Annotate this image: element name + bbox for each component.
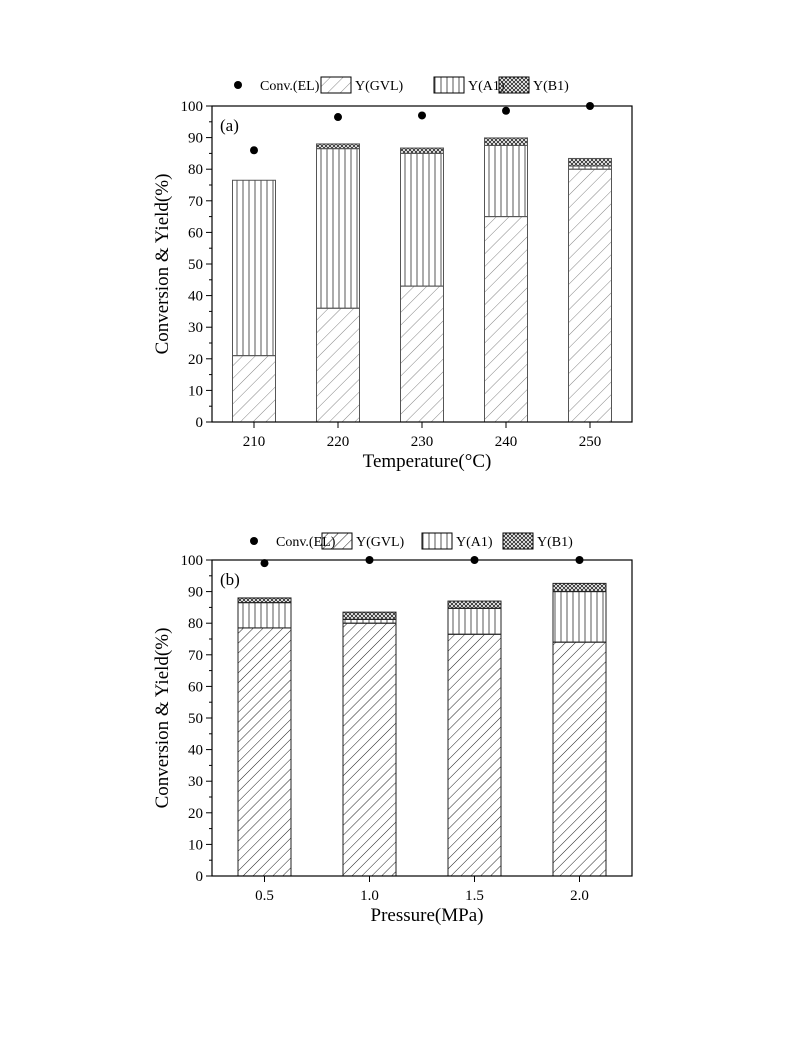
legend-label-y-gvl: Y(GVL) [355,79,404,94]
y-tick-label: 30 [188,774,203,790]
legend-label-conv-el: Conv.(EL) [276,535,336,550]
x-tick-label: 210 [243,434,266,450]
bar-y-gvl-1.5 [447,633,502,877]
legend-label-y-gvl: Y(GVL) [356,535,405,550]
bar-y-gvl-240 [484,216,528,423]
point-conv-el-220 [334,113,342,122]
bar-y-gvl-210 [232,355,276,423]
bar-y-b1-220 [316,143,360,150]
y-tick-label: 40 [188,289,203,305]
bar-y-b1-1.5 [447,600,502,609]
x-tick-label: 230 [411,434,434,450]
bar-y-b1-0.5 [237,597,292,604]
legend-swatch-y-b1 [502,532,534,550]
bar-y-b1-240 [484,137,528,146]
y-axis-title: Conversion & Yield(%) [152,174,173,355]
bar-y-a1-0.5 [237,602,292,629]
y-tick-label: 70 [188,648,203,664]
bar-y-gvl-2.0 [552,641,607,877]
legend-swatch-y-a1 [433,76,465,94]
y-tick-label: 10 [188,837,203,853]
y-tick-label: 80 [188,616,203,632]
legend-label-y-a1: Y(A1) [456,535,493,550]
y-tick-label: 60 [188,225,203,241]
point-conv-el-210 [250,146,258,155]
x-axis-title: Temperature(°C) [363,451,492,472]
legend-label-conv-el: Conv.(EL) [260,79,320,94]
legend-swatch-y-a1 [421,532,453,550]
bar-y-a1-1.0 [342,618,397,624]
legend-label-y-b1: Y(B1) [537,535,573,550]
legend-swatch-conv-el [234,81,242,89]
bar-y-a1-1.5 [447,607,502,635]
bar-y-b1-250 [568,157,612,167]
point-conv-el-0.5 [260,559,269,568]
y-tick-label: 20 [188,352,203,368]
y-tick-label: 60 [188,679,203,695]
bar-y-gvl-220 [316,307,360,423]
x-tick-label: 220 [327,434,350,450]
x-tick-label: 1.5 [465,888,484,904]
legend-label-y-a1: Y(A1) [468,79,505,94]
y-tick-label: 20 [188,806,203,822]
y-tick-label: 80 [188,162,203,178]
bar-y-a1-2.0 [552,591,607,643]
bar-y-gvl-230 [400,285,444,423]
bar-y-b1-2.0 [552,582,607,593]
legend-label-y-b1: Y(B1) [533,79,569,94]
legend-swatch-y-gvl [320,76,352,94]
bar-y-gvl-1.0 [342,622,397,877]
bar-y-gvl-250 [568,168,612,423]
y-tick-label: 0 [196,869,204,885]
legend: Conv.(EL) Y(GVL) Y(A1) Y(B1) [234,76,569,94]
bar-y-gvl-0.5 [237,627,292,877]
x-tick-label: 1.0 [360,888,379,904]
x-axis-title: Pressure(MPa) [371,905,484,926]
y-tick-label: 0 [196,415,204,431]
x-tick-label: 2.0 [570,888,589,904]
x-tick-label: 0.5 [255,888,274,904]
y-tick-label: 70 [188,194,203,210]
y-tick-label: 50 [188,257,203,273]
point-conv-el-230 [418,111,426,120]
chart-panel-a: 0 10 20 30 40 50 60 70 80 90 100 210 220 230 240 250 Tem… [152,76,633,472]
bar-y-b1-1.0 [342,611,397,620]
bar-y-a1-240 [484,145,528,218]
panel-label: (b) [220,570,240,589]
y-tick-label: 50 [188,711,203,727]
legend-swatch-y-gvl [321,532,353,550]
y-tick-label: 90 [188,585,203,601]
x-tick-label: 240 [495,434,518,450]
legend-swatch-conv-el [250,537,258,545]
y-tick-label: 10 [188,383,203,399]
x-tick-label: 250 [579,434,602,450]
legend: Conv.(EL) Y(GVL) Y(A1) Y(B1) [250,532,573,550]
bar-y-a1-230 [400,152,444,287]
panel-label: (a) [220,116,239,135]
point-conv-el-240 [502,106,510,115]
bar-y-a1-220 [316,148,360,309]
y-tick-label: 100 [181,99,204,115]
y-tick-label: 40 [188,743,203,759]
y-tick-label: 100 [181,553,204,569]
bar-y-a1-210 [232,179,276,357]
bar-y-b1-230 [400,147,444,154]
y-tick-label: 30 [188,320,203,336]
y-axis-title: Conversion & Yield(%) [152,628,173,809]
chart-panel-b: 0 10 20 30 40 50 60 70 80 90 100 0.5 1.0 1.5 2.0 Pressu… [152,532,633,926]
legend-swatch-y-b1 [498,76,530,94]
y-tick-label: 90 [188,131,203,147]
